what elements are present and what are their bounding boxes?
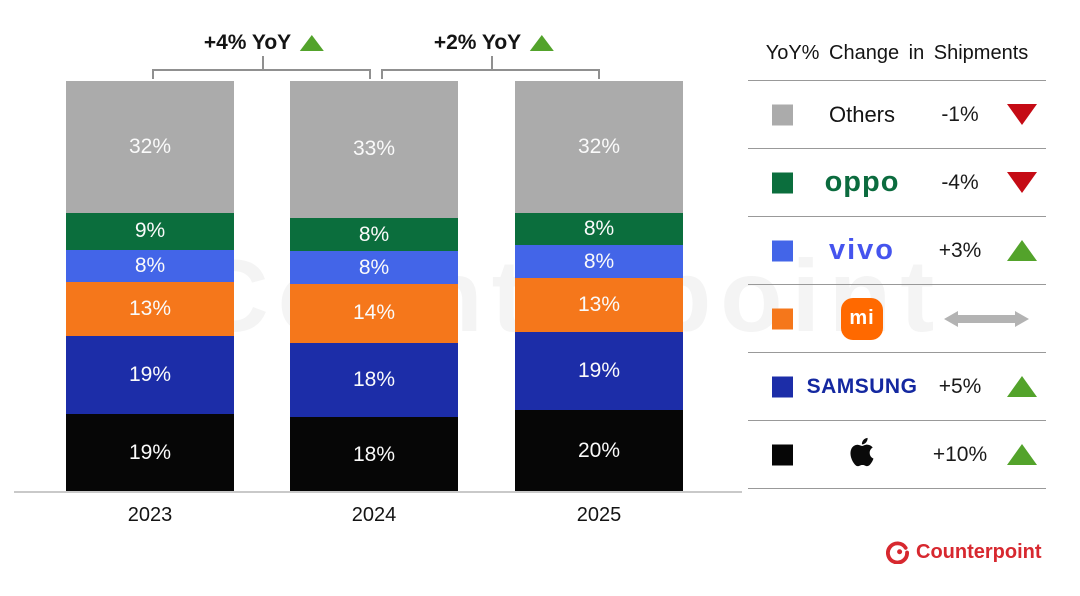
- legend-row-vivo: vivo +3%: [748, 217, 1046, 285]
- xiaomi-logo-icon: mi: [841, 297, 883, 340]
- segment-value-label: 18%: [352, 442, 396, 466]
- segment-value-label: 8%: [583, 249, 615, 273]
- annotation-tick-line: [491, 56, 493, 70]
- segment-value-label: 8%: [134, 253, 166, 277]
- segment-value-label: 33%: [352, 137, 396, 161]
- bar-segment-xiaomi: 13%: [515, 278, 683, 332]
- samsung-label: SAMSUNG: [806, 374, 918, 398]
- x-axis-label-2025: 2025: [576, 504, 622, 526]
- yoy-change-value: +5%: [938, 374, 982, 398]
- color-swatch-apple: [772, 444, 793, 465]
- up-triangle-icon: [300, 35, 325, 51]
- segment-value-label: 13%: [128, 297, 172, 321]
- bar-segment-apple: 19%: [66, 413, 234, 492]
- bar-segment-vivo: 8%: [290, 251, 458, 285]
- bar-segment-others: 32%: [66, 81, 234, 213]
- bar-segment-apple: 20%: [515, 409, 683, 492]
- segment-value-label: 19%: [128, 440, 172, 464]
- yoy-annotation-text: +4% YoY: [203, 31, 292, 54]
- yoy-change-value: +3%: [938, 238, 982, 262]
- segment-value-label: 20%: [577, 438, 621, 462]
- others-logo: Others: [798, 81, 926, 148]
- bar-segment-oppo: 9%: [66, 212, 234, 250]
- bar-segment-vivo: 8%: [66, 249, 234, 283]
- up-triangle-icon: [530, 35, 555, 51]
- x-axis-line: [14, 491, 742, 493]
- bar-segment-samsung: 19%: [515, 331, 683, 410]
- bar-segment-oppo: 8%: [515, 212, 683, 246]
- color-swatch-oppo: [772, 172, 793, 193]
- segment-value-label: 19%: [128, 362, 172, 386]
- stacked-bar-2023: 32% 9% 8% 13% 19% 19%: [66, 81, 234, 492]
- apple-logo-icon: [845, 433, 879, 476]
- yoy-annotation-label: +4% YoY: [203, 31, 325, 55]
- vivo-label: vivo: [828, 234, 896, 266]
- legend-rows: Others -1% oppo -4% vivo +3% mi SAMSUNG +5% +10%: [748, 80, 1046, 489]
- segment-value-label: 32%: [128, 134, 172, 158]
- yoy-annotation-label: +2% YoY: [433, 31, 555, 55]
- legend-panel: YoY% Change in Shipments Others -1% oppo -4…: [748, 0, 1046, 492]
- up-triangle-icon: [998, 353, 1046, 420]
- legend-row-others: Others -1%: [748, 81, 1046, 149]
- legend-row-apple: +10%: [748, 421, 1046, 489]
- annotation-bracket: [152, 69, 371, 79]
- bar-segment-xiaomi: 14%: [290, 284, 458, 343]
- bar-segment-others: 32%: [515, 81, 683, 213]
- legend-title: YoY% Change in Shipments: [765, 42, 1029, 64]
- bar-segment-vivo: 8%: [515, 245, 683, 279]
- stacked-bar-2025: 32% 8% 8% 13% 19% 20%: [515, 81, 683, 492]
- bar-segment-oppo: 8%: [290, 217, 458, 252]
- legend-row-oppo: oppo -4%: [748, 149, 1046, 217]
- bar-segment-samsung: 19%: [66, 335, 234, 414]
- counterpoint-icon: [886, 541, 909, 564]
- segment-value-label: 8%: [358, 255, 390, 279]
- color-swatch-others: [772, 104, 793, 125]
- segment-value-label: 13%: [577, 292, 621, 316]
- segment-value-label: 19%: [577, 358, 621, 382]
- annotation-bracket: [381, 69, 600, 79]
- xiaomi-logo: mi: [798, 285, 926, 352]
- counterpoint-wordmark: Counterpoint: [916, 541, 1042, 563]
- color-swatch-xiaomi: [772, 308, 793, 329]
- oppo-logo: oppo: [798, 149, 926, 216]
- apple-logo: [798, 421, 926, 488]
- x-axis-label-2024: 2024: [351, 504, 397, 526]
- color-swatch-vivo: [772, 240, 793, 261]
- flat-trend-arrow-icon: [944, 309, 1029, 329]
- legend-row-xiaomi: mi: [748, 285, 1046, 353]
- segment-value-label: 18%: [352, 367, 396, 391]
- vivo-logo: vivo: [798, 217, 926, 284]
- down-triangle-icon: [998, 149, 1046, 216]
- counterpoint-logo: Counterpoint: [886, 541, 1042, 564]
- color-swatch-samsung: [772, 376, 793, 397]
- yoy-annotation-text: +2% YoY: [433, 31, 522, 54]
- yoy-change-value: +10%: [932, 442, 988, 466]
- yoy-change-value: -1%: [941, 102, 979, 126]
- segment-value-label: 32%: [577, 134, 621, 158]
- segment-value-label: 8%: [583, 216, 615, 240]
- up-triangle-icon: [998, 421, 1046, 488]
- segment-value-label: 8%: [358, 222, 390, 246]
- segment-value-label: 14%: [352, 301, 396, 325]
- bar-segment-others: 33%: [290, 81, 458, 218]
- samsung-logo: SAMSUNG: [798, 353, 926, 420]
- stacked-bar-2024: 33% 8% 8% 14% 18% 18%: [290, 81, 458, 492]
- down-triangle-icon: [998, 81, 1046, 148]
- x-axis-label-2023: 2023: [127, 504, 173, 526]
- bar-segment-apple: 18%: [290, 417, 458, 492]
- up-triangle-icon: [998, 217, 1046, 284]
- bar-segment-samsung: 18%: [290, 342, 458, 418]
- segment-value-label: 9%: [134, 219, 166, 242]
- legend-row-samsung: SAMSUNG +5%: [748, 353, 1046, 421]
- bar-segment-xiaomi: 13%: [66, 282, 234, 336]
- oppo-label: oppo: [824, 166, 900, 198]
- annotation-tick-line: [262, 56, 264, 70]
- yoy-change-value: -4%: [941, 170, 979, 194]
- others-label: Others: [828, 101, 896, 127]
